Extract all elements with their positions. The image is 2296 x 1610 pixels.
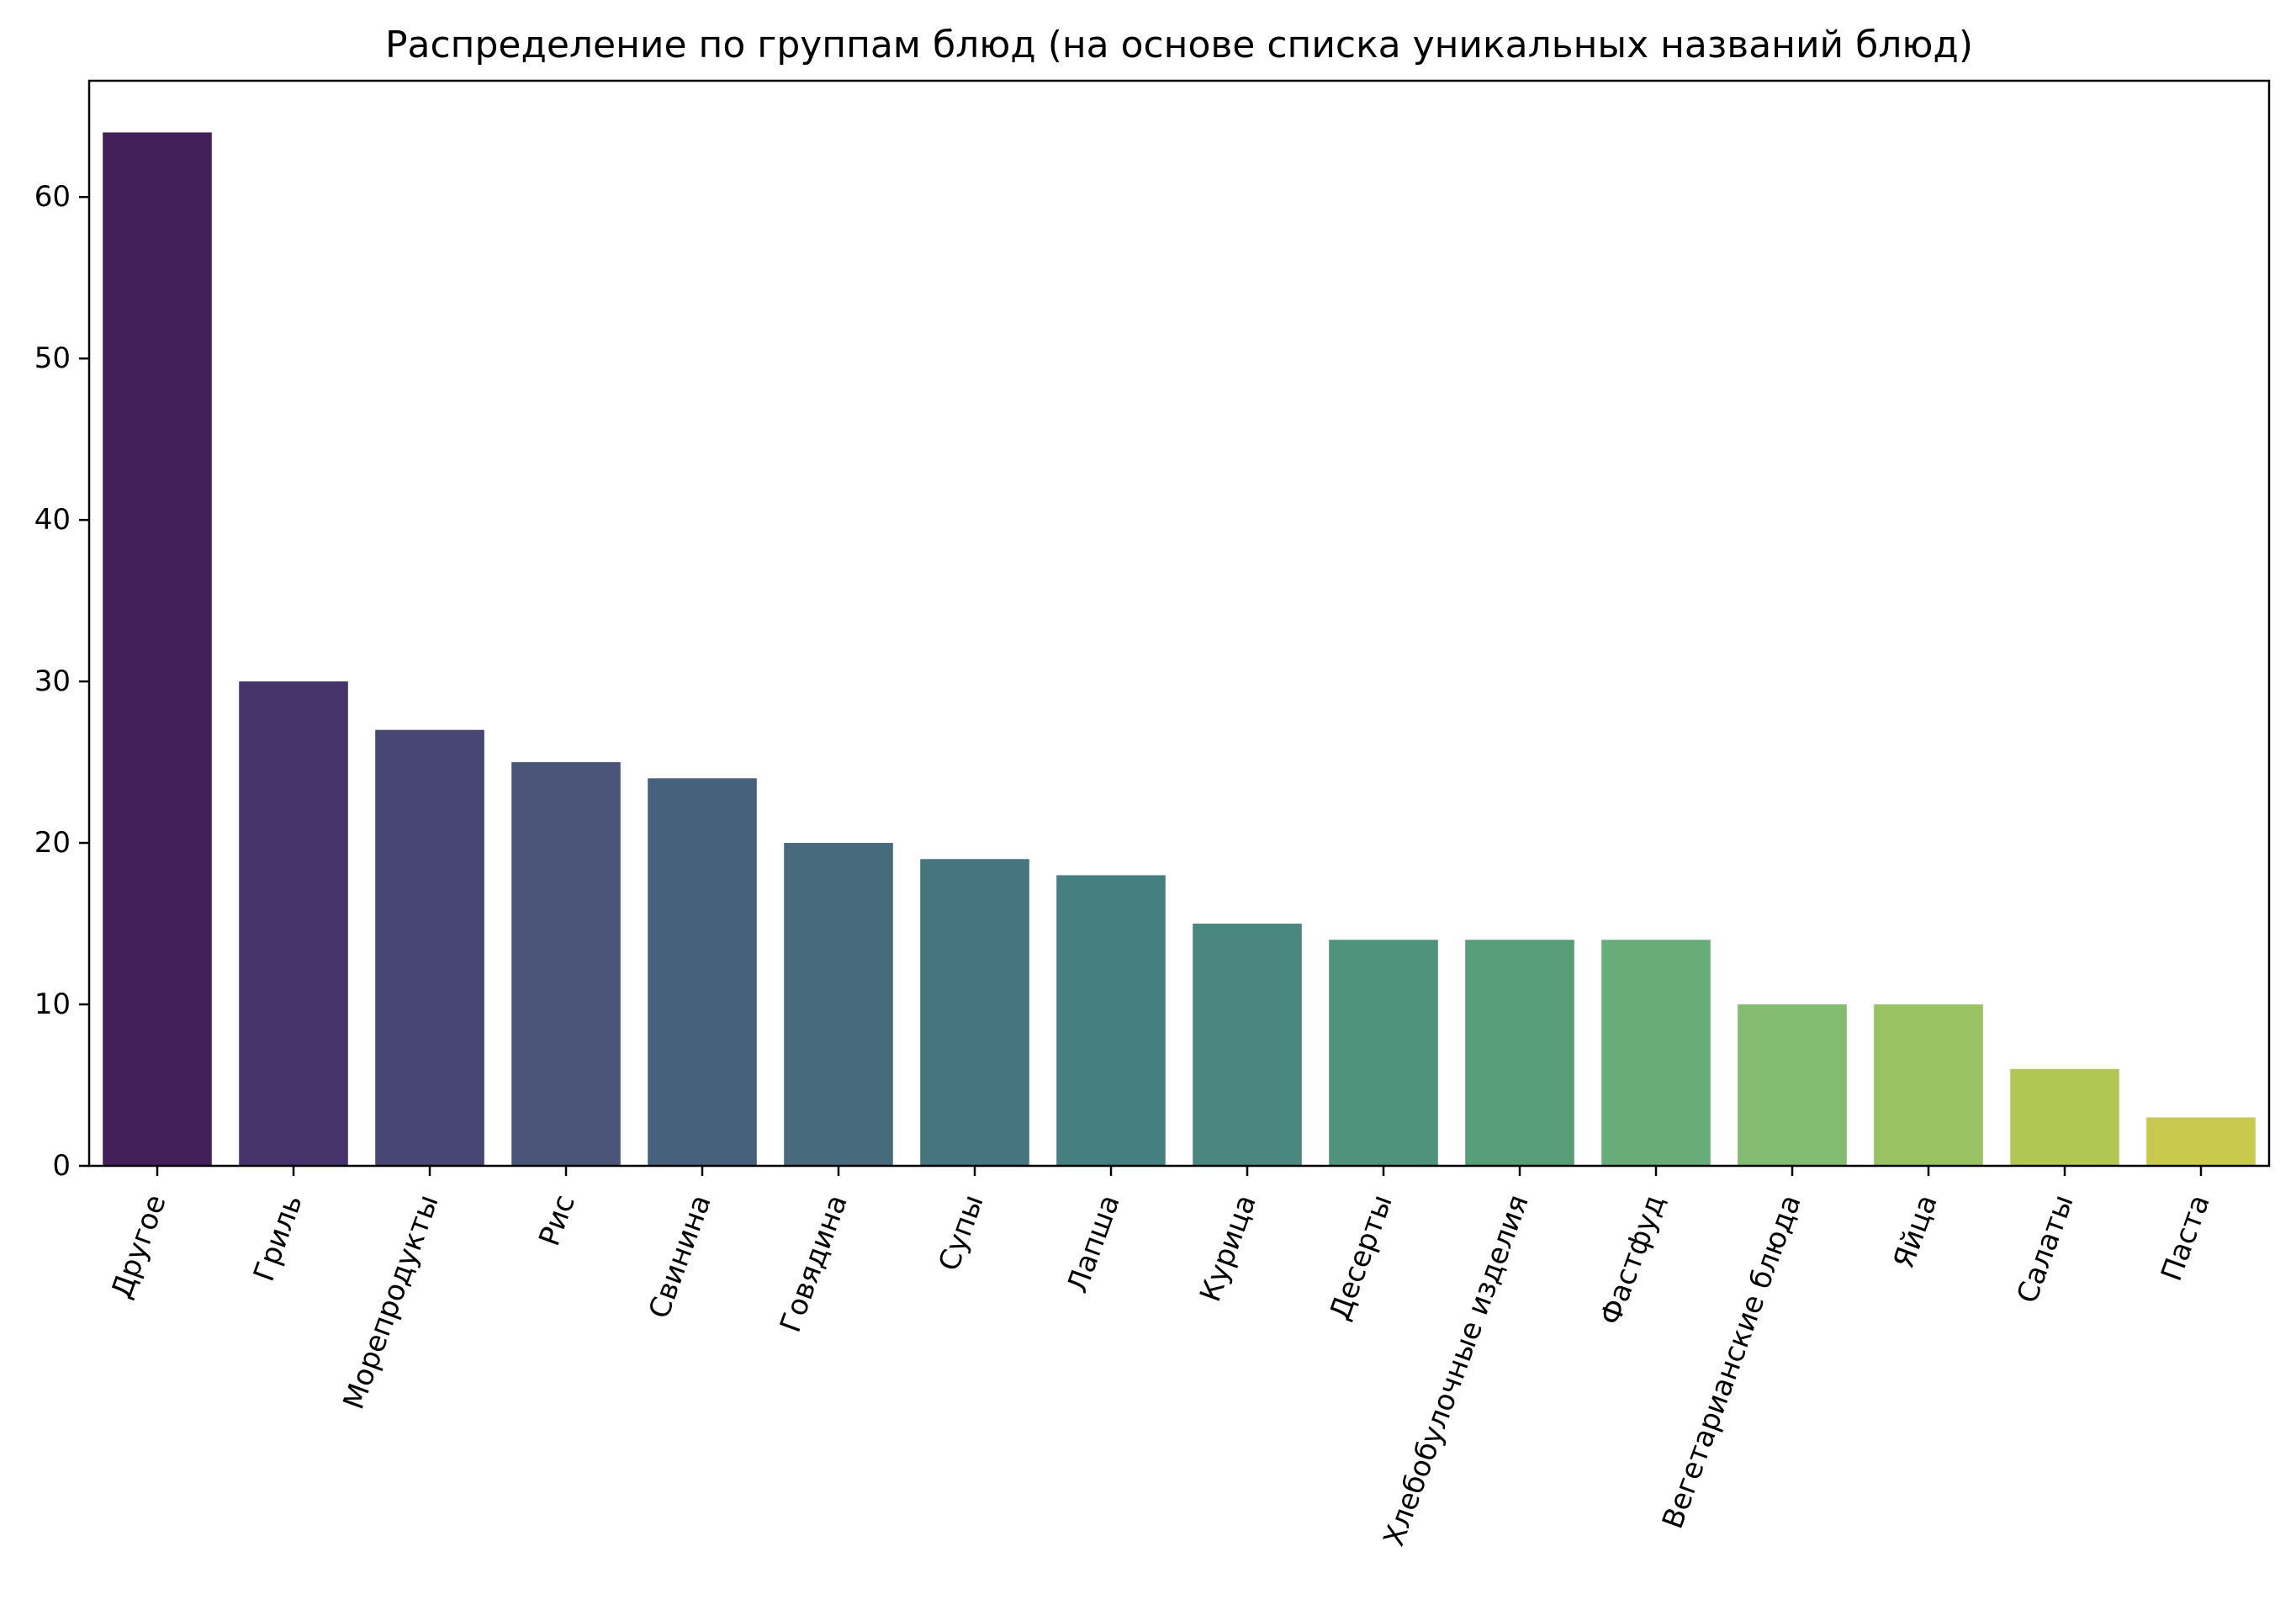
chart-title: Распределение по группам блюд (на основе… [385, 24, 1973, 66]
bar-15 [2010, 1068, 2119, 1166]
y-axis: 0 10 20 30 40 50 60 [34, 180, 89, 1183]
y-tick-label: 30 [34, 665, 71, 698]
bar-6 [784, 843, 893, 1166]
bar-4 [511, 762, 621, 1166]
y-tick-label: 0 [52, 1149, 71, 1183]
bar-5 [648, 778, 757, 1166]
bar-1 [103, 132, 212, 1167]
bar-2 [239, 681, 348, 1166]
y-tick-label: 60 [34, 180, 71, 214]
bar-16 [2146, 1117, 2256, 1166]
bar-3 [375, 729, 484, 1166]
bar-12 [1601, 940, 1711, 1166]
y-tick-label: 50 [34, 342, 71, 375]
bar-10 [1329, 940, 1438, 1166]
y-tick-label: 20 [34, 826, 71, 860]
plot-frame [87, 79, 2271, 1168]
bars [103, 132, 2256, 1167]
y-tick-label: 40 [34, 503, 71, 537]
bar-13 [1738, 1004, 1847, 1166]
bar-14 [1874, 1004, 1983, 1166]
bar-7 [920, 859, 1029, 1166]
bar-8 [1056, 875, 1166, 1166]
y-tick-label: 10 [34, 988, 71, 1021]
bar-11 [1465, 940, 1574, 1166]
bar-9 [1193, 924, 1302, 1166]
